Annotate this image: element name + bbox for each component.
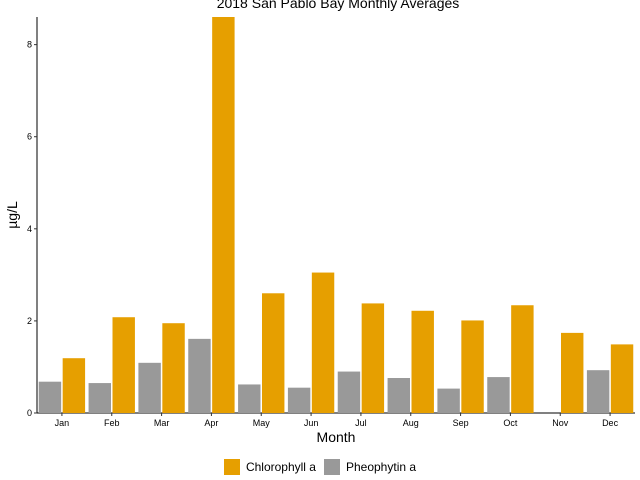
bar-chlorophyll-a-dec xyxy=(610,344,634,413)
bar-pheophytin-a-jul xyxy=(337,371,361,413)
bar-chlorophyll-a-jan xyxy=(62,358,86,413)
bar-pheophytin-a-oct xyxy=(487,377,510,413)
x-tick-label: Jun xyxy=(304,418,319,428)
bar-chlorophyll-a-jul xyxy=(361,303,385,413)
x-tick-label: May xyxy=(253,418,271,428)
legend-item-chlorophyll: Chlorophyll a xyxy=(223,459,316,475)
bar-pheophytin-a-sep xyxy=(437,388,460,413)
bar-pheophytin-a-jun xyxy=(287,387,311,413)
legend-swatch-pheophytin xyxy=(323,459,340,475)
x-tick-label: Nov xyxy=(552,418,569,428)
x-tick-label: Sep xyxy=(453,418,469,428)
bar-pheophytin-a-mar xyxy=(138,362,161,413)
bar-chlorophyll-a-may xyxy=(262,293,285,413)
legend-item-pheophytin: Pheophytin a xyxy=(323,459,417,475)
legend-swatch-chlorophyll xyxy=(223,459,240,475)
bar-pheophytin-a-apr xyxy=(188,338,211,413)
y-axis-title: µg/L xyxy=(4,201,20,229)
legend: Chlorophyll a Pheophytin a xyxy=(0,459,640,475)
x-tick-label: Apr xyxy=(204,418,218,428)
bar-chlorophyll-a-feb xyxy=(112,317,135,413)
y-tick-label: 8 xyxy=(27,40,32,50)
bar-chlorophyll-a-aug xyxy=(411,310,434,413)
bar-chlorophyll-a-sep xyxy=(461,320,484,413)
x-tick-label: Jan xyxy=(55,418,70,428)
y-tick-label: 6 xyxy=(27,132,32,142)
y-tick-label: 0 xyxy=(27,408,32,418)
x-tick-label: Aug xyxy=(403,418,419,428)
x-tick-label: Feb xyxy=(104,418,120,428)
bar-chlorophyll-a-apr xyxy=(212,17,235,413)
bar-pheophytin-a-dec xyxy=(586,370,610,413)
bar-pheophytin-a-feb xyxy=(88,383,111,413)
chart-title: 2018 San Pablo Bay Monthly Averages xyxy=(217,0,460,11)
chart-svg: 2018 San Pablo Bay Monthly Averages Mont… xyxy=(4,0,635,445)
bar-pheophytin-a-jan xyxy=(38,381,62,413)
legend-label-pheophytin: Pheophytin a xyxy=(345,460,417,474)
bar-chlorophyll-a-nov xyxy=(561,332,584,413)
y-tick-label: 4 xyxy=(27,224,32,234)
bar-chlorophyll-a-oct xyxy=(511,305,534,413)
x-tick-label: Mar xyxy=(154,418,170,428)
bar-chlorophyll-a-mar xyxy=(162,323,185,413)
bar-pheophytin-a-may xyxy=(238,384,261,413)
legend-label-chlorophyll: Chlorophyll a xyxy=(245,460,316,474)
x-tick-label: Oct xyxy=(503,418,518,428)
y-tick-label: 2 xyxy=(27,316,32,326)
bar-pheophytin-a-aug xyxy=(387,378,410,413)
x-tick-label: Jul xyxy=(355,418,367,428)
bar-chlorophyll-a-jun xyxy=(311,272,335,413)
x-tick-label: Dec xyxy=(602,418,619,428)
x-axis-title: Month xyxy=(317,429,356,445)
